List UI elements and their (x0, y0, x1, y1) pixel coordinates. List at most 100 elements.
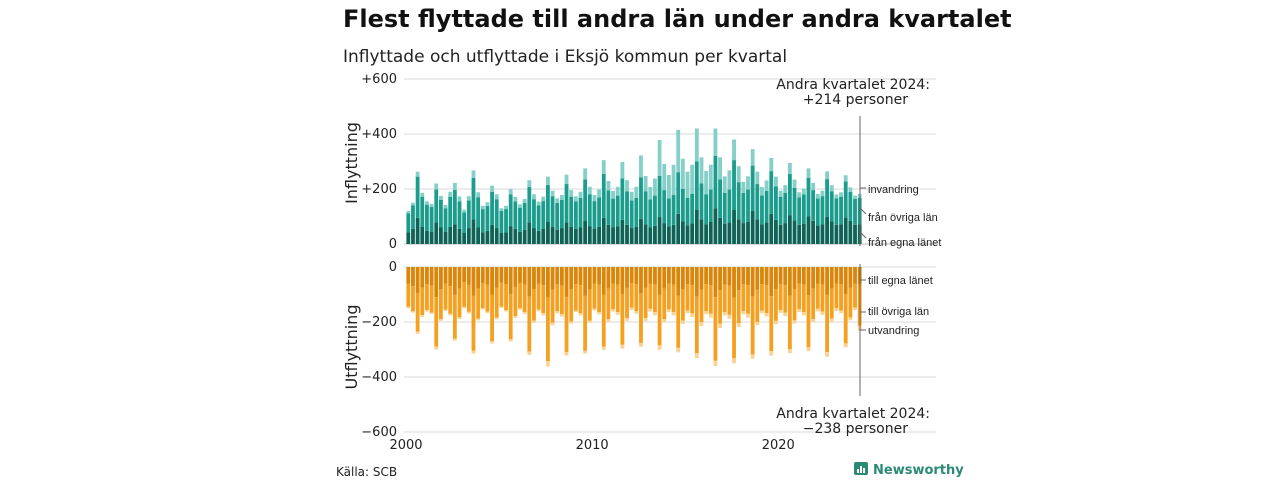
bar-in-own (629, 228, 634, 244)
bar-out-own (639, 267, 643, 294)
bar-in-immig (671, 164, 676, 196)
bar-in-immig (406, 211, 411, 214)
bar-in-own (778, 224, 783, 244)
bar-in-own (522, 229, 527, 244)
bar-in-own (615, 226, 620, 244)
bar-in-own (471, 219, 476, 244)
legend-utvandring: utvandring (868, 325, 919, 337)
bar-out-own (513, 267, 518, 288)
bar-out-own (425, 267, 429, 285)
bar-in-own (787, 215, 792, 244)
bar-out-own (760, 267, 764, 285)
bar-out-emig (746, 313, 750, 318)
bar-in-other (834, 198, 839, 225)
bar-in-immig (434, 183, 439, 190)
bar-out-emig (476, 318, 481, 321)
bar-in-own (639, 218, 643, 244)
bar-out-emig (573, 310, 578, 313)
bar-in-other (820, 196, 825, 225)
bar-out-emig (480, 308, 485, 310)
bar-out-own (629, 267, 634, 283)
bar-out-other (666, 283, 671, 310)
bar-in-immig (741, 181, 746, 193)
bar-out-emig (615, 312, 620, 315)
bar-out-own (462, 267, 467, 283)
bar-out-other (587, 289, 592, 321)
bar-in-own (774, 219, 778, 244)
bar-out-other (573, 284, 578, 311)
bar-in-own (694, 209, 699, 244)
bar-in-own (815, 225, 820, 244)
bar-out-emig (592, 308, 597, 311)
bar-out-own (438, 267, 443, 289)
bar-out-other (653, 284, 657, 313)
bar-out-own (820, 267, 825, 285)
bar-out-other (676, 295, 681, 348)
bar-out-emig (727, 314, 732, 319)
bar-in-immig (601, 160, 606, 174)
bar-in-own (741, 223, 746, 244)
bar-out-emig (648, 308, 653, 312)
bar-out-emig (415, 331, 420, 334)
bar-out-emig (411, 311, 415, 313)
brand-name: Newsworthy (873, 463, 964, 478)
bar-in-other (425, 204, 429, 231)
bar-out-emig (434, 346, 439, 350)
bar-out-emig (708, 313, 713, 318)
bar-in-own (820, 224, 825, 244)
bar-in-immig (532, 194, 536, 200)
bar-out-emig (601, 346, 606, 351)
bar-out-own (452, 267, 457, 295)
bar-out-other (513, 287, 518, 317)
bar-in-other (639, 177, 643, 219)
bar-out-own (490, 267, 494, 295)
bar-in-other (657, 175, 662, 218)
bar-in-own (532, 228, 536, 244)
bar-in-immig (494, 194, 499, 200)
bar-in-other (853, 198, 857, 225)
bar-out-own (792, 267, 797, 289)
bar-in-immig (415, 171, 420, 177)
bar-in-immig (625, 180, 629, 192)
bar-out-own (429, 267, 434, 286)
bar-out-emig (657, 345, 662, 350)
bar-out-own (648, 267, 653, 284)
bar-in-own (546, 222, 550, 244)
bar-in-own (601, 217, 606, 244)
bar-out-other (778, 284, 783, 311)
bar-in-other (611, 198, 615, 228)
bar-in-other (490, 191, 494, 225)
bar-out-emig (713, 360, 718, 366)
bar-in-other (532, 199, 536, 229)
x-tick-label: 2000 (389, 438, 422, 453)
bar-in-immig (718, 157, 722, 180)
bar-in-own (825, 217, 830, 244)
bar-in-other (508, 194, 513, 227)
bar-out-emig (662, 319, 667, 323)
bar-in-immig (425, 201, 429, 205)
bar-in-immig (597, 189, 602, 198)
bar-out-emig (462, 306, 467, 309)
bar-in-immig (778, 190, 783, 197)
bar-out-other (438, 289, 443, 320)
bar-out-other (625, 287, 629, 319)
bar-out-emig (722, 312, 727, 316)
bar-in-immig (639, 155, 643, 178)
bar-in-immig (536, 201, 541, 206)
bar-out-own (750, 267, 755, 297)
bar-in-own (750, 211, 755, 244)
bar-in-other (471, 178, 476, 220)
top-legend: invandring från övriga län från egna län… (859, 184, 941, 249)
bar-out-own (718, 267, 722, 291)
chart-title: Flest flyttade till andra län under andr… (343, 5, 1012, 33)
bar-in-immig (634, 186, 639, 198)
bar-in-other (718, 179, 722, 218)
bar-out-own (592, 267, 597, 284)
bar-out-own (653, 267, 657, 285)
bar-out-other (443, 283, 448, 310)
bar-in-own (634, 226, 639, 244)
bar-in-immig (448, 191, 453, 197)
bar-out-other (741, 284, 746, 311)
bar-in-immig (569, 190, 574, 197)
bar-in-other (769, 171, 774, 214)
